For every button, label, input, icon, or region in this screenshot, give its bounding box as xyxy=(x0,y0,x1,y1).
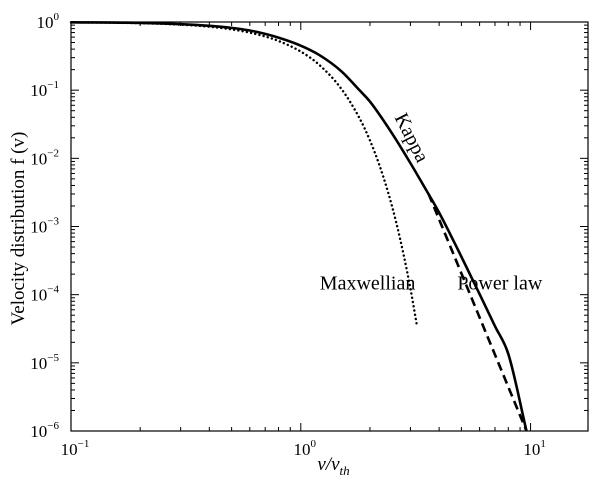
axis-ticks xyxy=(70,21,588,432)
series-power-law-line xyxy=(427,193,528,432)
annotation-power-law: Power law xyxy=(457,272,543,294)
y-axis-title: Velocity distribution f (v) xyxy=(8,132,29,326)
y-tick-label: 10−6 xyxy=(30,420,59,441)
tick-labels: 10−1 100 101 100 10−1 10−2 10−3 10−4 10−5 10−6 xyxy=(30,11,546,459)
y-tick-label: 10−3 xyxy=(30,216,59,237)
y-tick-label: 10−5 xyxy=(30,352,59,373)
x-axis-title: v/vth xyxy=(317,454,349,478)
series-kappa-line xyxy=(70,21,528,432)
y-tick-label: 10−2 xyxy=(30,147,59,168)
data-series xyxy=(69,21,528,432)
y-tick-label: 10−4 xyxy=(30,284,59,305)
y-tick-label: 10−1 xyxy=(30,79,59,100)
y-tick-label: 100 xyxy=(37,11,60,32)
x-tick-label: 100 xyxy=(294,438,317,459)
x-tick-label: 101 xyxy=(523,438,546,459)
plot-frame xyxy=(70,21,589,432)
x-tick-label: 10−1 xyxy=(61,438,90,459)
series-maxwellian-line xyxy=(69,21,419,327)
x-axis-title-main: v/v xyxy=(317,454,340,475)
x-axis-title-sub: th xyxy=(340,463,350,478)
annotation-maxwellian: Maxwellian xyxy=(320,272,416,294)
